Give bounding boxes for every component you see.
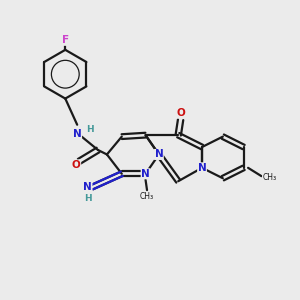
Text: CH₃: CH₃ bbox=[262, 173, 277, 182]
Text: N: N bbox=[73, 129, 82, 139]
Text: N: N bbox=[154, 149, 163, 160]
Text: N: N bbox=[198, 163, 206, 173]
Text: N: N bbox=[83, 182, 92, 192]
Text: CH₃: CH₃ bbox=[140, 192, 154, 201]
Text: O: O bbox=[177, 108, 186, 118]
Text: H: H bbox=[84, 194, 92, 203]
Text: N: N bbox=[141, 169, 150, 179]
Text: H: H bbox=[86, 125, 94, 134]
Text: F: F bbox=[62, 35, 69, 45]
Text: O: O bbox=[72, 160, 81, 170]
